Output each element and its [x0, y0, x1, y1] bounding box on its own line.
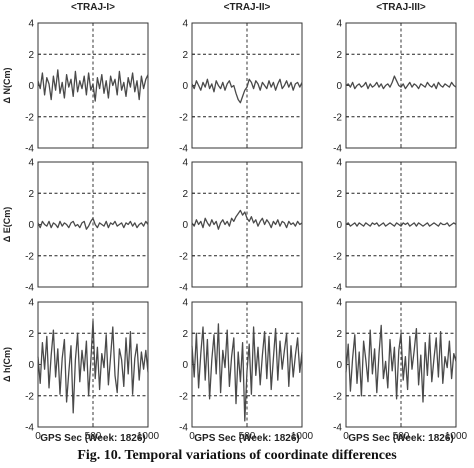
y-tick-label-north-traj2: 2: [182, 50, 188, 61]
y-tick-label-east-traj1: -2: [25, 251, 34, 262]
y-tick-label-north-traj3: -2: [333, 112, 342, 123]
y-tick-label-height-traj1: 2: [28, 329, 34, 340]
series-line-north-traj2: [191, 78, 303, 104]
y-tick-label-north-traj1: 4: [28, 19, 34, 30]
y-tick-label-north-traj3: -4: [333, 144, 342, 155]
figure-caption: Fig. 10. Temporal variations of coordina…: [77, 448, 397, 463]
series-line-height-traj2: [191, 323, 303, 422]
x-tick-label-height-traj1: 1000: [137, 431, 160, 442]
y-tick-label-height-traj3: -4: [333, 423, 342, 434]
y-tick-label-height-traj3: 4: [336, 298, 342, 309]
y-tick-label-height-traj3: -2: [333, 391, 342, 402]
y-tick-label-height-traj2: -2: [179, 391, 188, 402]
y-tick-label-east-traj2: -4: [179, 283, 188, 294]
y-tick-label-east-traj3: -4: [333, 283, 342, 294]
column-title-traj3: <TRAJ-III>: [376, 2, 426, 13]
y-tick-label-north-traj2: -2: [179, 112, 188, 123]
x-axis-label-traj2: GPS Sec (Week: 1826): [194, 433, 299, 444]
y-tick-label-east-traj2: 0: [182, 220, 188, 231]
y-tick-label-east-traj1: 2: [28, 189, 34, 200]
y-tick-label-height-traj1: -4: [25, 423, 34, 434]
x-axis-label-traj1: GPS Sec (Week: 1826): [40, 433, 145, 444]
x-axis-label-traj3: GPS Sec (Week: 1826): [348, 433, 453, 444]
y-axis-label-height: Δ h(Cm): [2, 347, 12, 382]
x-tick-label-height-traj2: 500: [239, 431, 256, 442]
column-title-traj2: <TRAJ-II>: [224, 2, 271, 13]
y-tick-label-height-traj1: 4: [28, 298, 34, 309]
y-tick-label-north-traj3: 2: [336, 50, 342, 61]
y-tick-label-east-traj3: 0: [336, 220, 342, 231]
y-tick-label-height-traj2: 0: [182, 360, 188, 371]
x-tick-label-height-traj1: 0: [35, 431, 41, 442]
column-title-traj1: <TRAJ-I>: [71, 2, 115, 13]
x-tick-label-height-traj3: 500: [393, 431, 410, 442]
y-tick-label-height-traj2: 4: [182, 298, 188, 309]
y-tick-label-east-traj3: 4: [336, 158, 342, 169]
figure-canvas: <TRAJ-I> <TRAJ-II> <TRAJ-III> Δ N(Cm) Δ E(Cm…: [2, 2, 468, 444]
series-line-east-traj3: [345, 222, 457, 227]
series-line-east-traj2: [191, 209, 303, 230]
y-tick-label-height-traj2: 2: [182, 329, 188, 340]
y-tick-label-north-traj1: -2: [25, 112, 34, 123]
y-tick-label-east-traj2: 4: [182, 158, 188, 169]
y-tick-label-north-traj1: -4: [25, 144, 34, 155]
x-tick-label-height-traj3: 0: [343, 431, 349, 442]
y-tick-label-height-traj3: 0: [336, 360, 342, 371]
y-tick-label-north-traj3: 4: [336, 19, 342, 30]
y-tick-label-north-traj2: 4: [182, 19, 188, 30]
y-tick-label-north-traj3: 0: [336, 81, 342, 92]
series-line-north-traj1: [37, 69, 149, 102]
y-tick-label-east-traj1: 4: [28, 158, 34, 169]
y-tick-label-east-traj2: -2: [179, 251, 188, 262]
y-tick-label-height-traj1: 0: [28, 360, 34, 371]
y-tick-label-height-traj3: 2: [336, 329, 342, 340]
series-line-north-traj3: [345, 75, 457, 90]
y-tick-label-east-traj3: 2: [336, 189, 342, 200]
y-axis-label-north: Δ N(Cm): [2, 68, 12, 104]
y-tick-label-east-traj1: 0: [28, 220, 34, 231]
y-tick-label-north-traj2: 0: [182, 81, 188, 92]
series-line-height-traj3: [345, 324, 457, 403]
y-tick-label-north-traj1: 0: [28, 81, 34, 92]
y-tick-label-north-traj1: 2: [28, 50, 34, 61]
series-line-height-traj1: [37, 320, 149, 414]
x-tick-label-height-traj3: 1000: [445, 431, 468, 442]
x-tick-label-height-traj1: 500: [85, 431, 102, 442]
y-tick-label-height-traj1: -2: [25, 391, 34, 402]
y-axis-label-east: Δ E(Cm): [2, 207, 12, 242]
y-tick-label-east-traj1: -4: [25, 283, 34, 294]
y-tick-label-height-traj2: -4: [179, 423, 188, 434]
y-tick-label-north-traj2: -4: [179, 144, 188, 155]
series-line-east-traj1: [37, 217, 149, 230]
x-tick-label-height-traj2: 0: [189, 431, 195, 442]
y-tick-label-east-traj2: 2: [182, 189, 188, 200]
x-tick-label-height-traj2: 1000: [291, 431, 314, 442]
y-tick-label-east-traj3: -2: [333, 251, 342, 262]
